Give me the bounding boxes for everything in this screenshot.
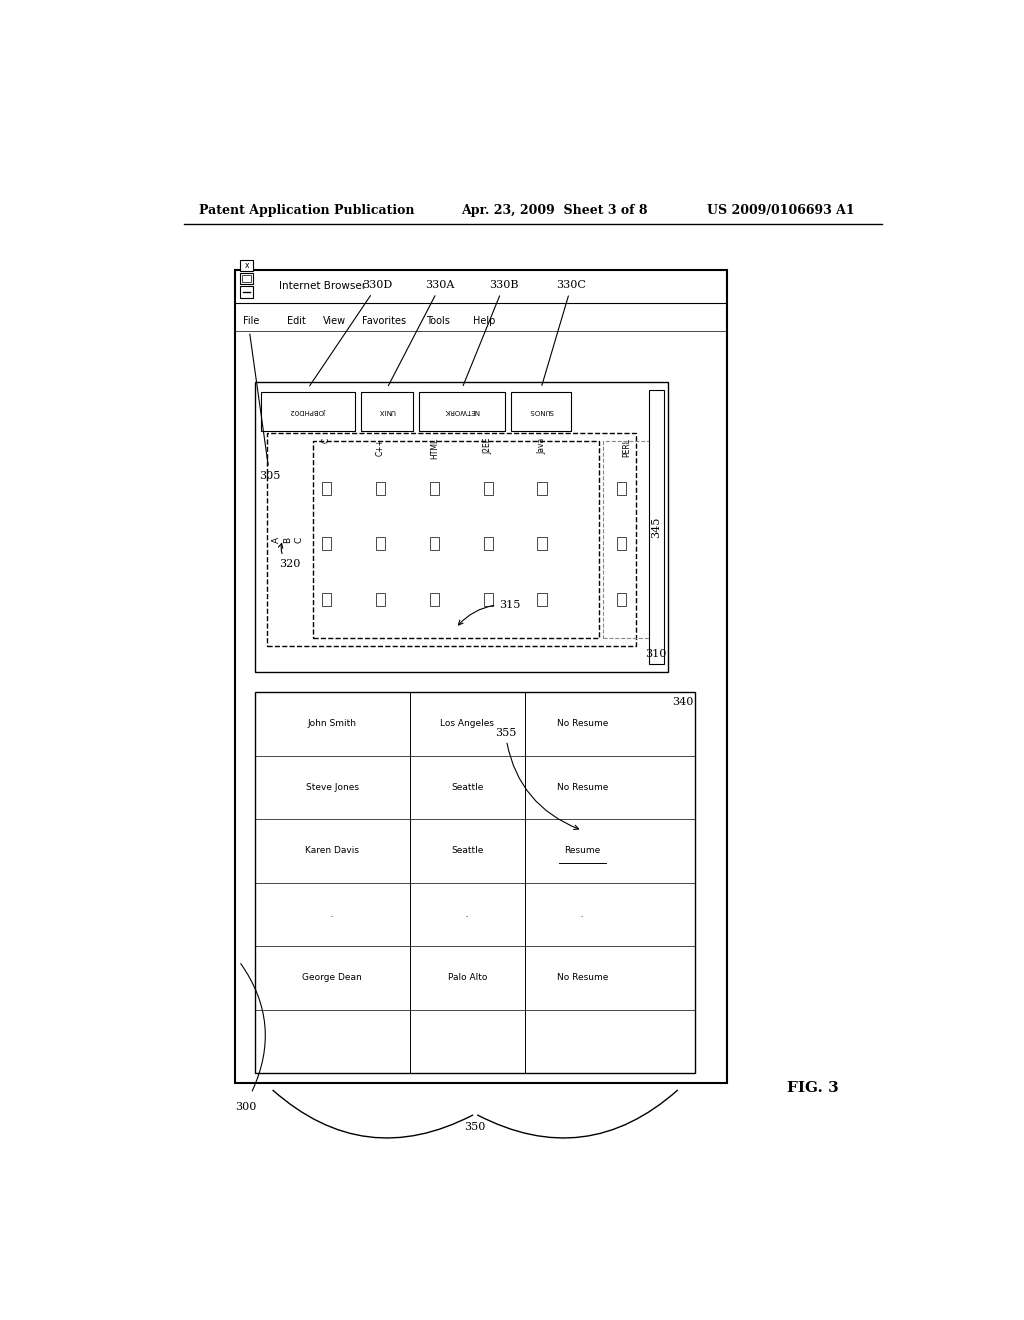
FancyBboxPatch shape [483, 482, 494, 495]
FancyBboxPatch shape [649, 391, 664, 664]
Text: File: File [243, 315, 259, 326]
Text: No Resume: No Resume [557, 783, 608, 792]
Text: FIG. 3: FIG. 3 [786, 1081, 839, 1096]
Text: John Smith: John Smith [308, 719, 356, 729]
FancyBboxPatch shape [511, 392, 570, 430]
Text: Internet Browser: Internet Browser [279, 281, 366, 292]
Text: 340: 340 [672, 697, 693, 708]
FancyBboxPatch shape [538, 482, 547, 495]
FancyBboxPatch shape [430, 593, 439, 606]
FancyBboxPatch shape [322, 537, 331, 550]
Text: 330D: 330D [309, 280, 392, 385]
Text: A: A [272, 536, 281, 543]
Text: B: B [283, 536, 292, 543]
Text: C++: C++ [376, 438, 385, 455]
Text: Tools: Tools [426, 315, 450, 326]
FancyBboxPatch shape [361, 392, 413, 430]
Text: .: . [466, 909, 469, 919]
Text: Seattle: Seattle [452, 846, 483, 855]
Text: .: . [581, 909, 584, 919]
FancyBboxPatch shape [376, 593, 385, 606]
Text: Palo Alto: Palo Alto [447, 973, 487, 982]
FancyBboxPatch shape [240, 273, 253, 284]
FancyBboxPatch shape [483, 537, 494, 550]
Text: x: x [245, 261, 249, 271]
Text: Resume: Resume [564, 846, 600, 855]
FancyBboxPatch shape [430, 537, 439, 550]
FancyBboxPatch shape [616, 537, 627, 550]
Text: 355: 355 [495, 727, 579, 829]
FancyBboxPatch shape [376, 482, 385, 495]
FancyBboxPatch shape [538, 537, 547, 550]
FancyBboxPatch shape [376, 537, 385, 550]
Text: JOBPHD02: JOBPHD02 [291, 408, 326, 414]
Text: 305: 305 [250, 334, 281, 480]
FancyBboxPatch shape [255, 692, 695, 1073]
FancyBboxPatch shape [243, 276, 251, 282]
Text: 345: 345 [651, 516, 662, 537]
FancyBboxPatch shape [267, 433, 636, 647]
Text: J2EE: J2EE [483, 438, 493, 454]
FancyBboxPatch shape [616, 482, 627, 495]
Text: 350: 350 [465, 1122, 485, 1133]
Text: SUNOS: SUNOS [528, 408, 553, 414]
Text: 330B: 330B [463, 280, 518, 385]
FancyBboxPatch shape [236, 271, 727, 1084]
FancyBboxPatch shape [322, 482, 331, 495]
Text: Help: Help [473, 315, 496, 326]
FancyBboxPatch shape [616, 593, 627, 606]
Text: PERL: PERL [623, 438, 632, 457]
Text: US 2009/0106693 A1: US 2009/0106693 A1 [708, 205, 855, 216]
Text: Patent Application Publication: Patent Application Publication [200, 205, 415, 216]
Text: Steve Jones: Steve Jones [306, 783, 358, 792]
FancyBboxPatch shape [430, 482, 439, 495]
Text: Karen Davis: Karen Davis [305, 846, 359, 855]
Text: Favorites: Favorites [362, 315, 407, 326]
Text: 315: 315 [459, 599, 521, 624]
Text: C: C [294, 536, 303, 543]
Text: Java: Java [538, 438, 547, 454]
FancyBboxPatch shape [419, 392, 505, 430]
Text: Edit: Edit [287, 315, 305, 326]
FancyBboxPatch shape [261, 392, 355, 430]
Text: 300: 300 [234, 1102, 256, 1111]
FancyBboxPatch shape [538, 593, 547, 606]
FancyBboxPatch shape [255, 381, 668, 672]
Text: HTML: HTML [430, 438, 439, 459]
Text: Seattle: Seattle [452, 783, 483, 792]
FancyBboxPatch shape [240, 260, 253, 271]
Text: NETWORK: NETWORK [444, 408, 480, 414]
Text: No Resume: No Resume [557, 973, 608, 982]
Text: Los Angeles: Los Angeles [440, 719, 495, 729]
Text: 330A: 330A [388, 280, 455, 385]
FancyBboxPatch shape [322, 593, 331, 606]
Text: 310: 310 [645, 649, 666, 660]
FancyBboxPatch shape [483, 593, 494, 606]
Text: 330C: 330C [542, 280, 587, 385]
Text: View: View [323, 315, 345, 326]
Text: No Resume: No Resume [557, 719, 608, 729]
Text: Apr. 23, 2009  Sheet 3 of 8: Apr. 23, 2009 Sheet 3 of 8 [461, 205, 648, 216]
Text: UNIX: UNIX [379, 408, 395, 414]
FancyBboxPatch shape [240, 286, 253, 297]
Text: George Dean: George Dean [302, 973, 362, 982]
Text: 320: 320 [279, 544, 300, 569]
Text: .: . [331, 909, 334, 919]
Text: C: C [322, 438, 331, 444]
